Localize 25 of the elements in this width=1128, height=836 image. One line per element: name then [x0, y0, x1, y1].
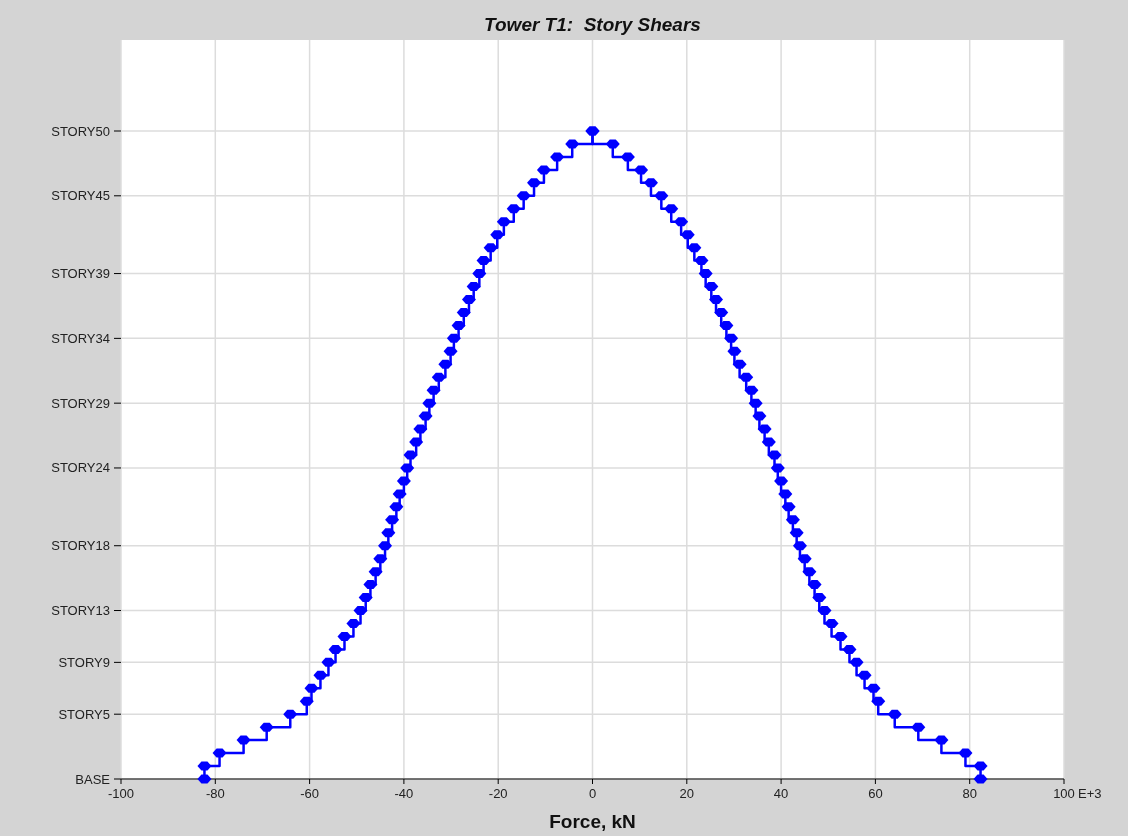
y-tick-label: STORY13 — [51, 603, 110, 619]
y-tick-label: STORY50 — [51, 123, 110, 139]
x-tick-label: -80 — [205, 786, 225, 801]
y-tick-label: STORY34 — [51, 330, 110, 346]
x-tick-label: -60 — [300, 786, 319, 801]
y-tick-label: STORY45 — [51, 188, 110, 204]
x-tick-label: 20 — [679, 786, 695, 801]
y-tick-label: STORY9 — [58, 654, 110, 670]
y-tick-label: STORY24 — [51, 460, 110, 476]
x-tick-label: 100 — [1053, 786, 1075, 801]
x-tick-label: 60 — [868, 786, 883, 801]
y-tick-label: BASE — [75, 771, 111, 787]
x-tick-label: 40 — [773, 786, 789, 801]
x-tick-label: -100 — [107, 786, 135, 801]
x-tick-label: 80 — [962, 786, 977, 801]
chart-title: Tower T1: Story Shears — [484, 14, 701, 35]
x-axis-title: Force, kN — [549, 811, 636, 832]
x-tick-label: -20 — [488, 786, 508, 801]
x-tick-label: 0 — [588, 786, 597, 801]
y-tick-label: STORY29 — [51, 395, 110, 411]
x-tick-label: -40 — [394, 786, 414, 801]
y-tick-label: STORY5 — [58, 706, 110, 722]
y-tick-label: STORY18 — [51, 538, 110, 554]
text: E+3 — [1078, 786, 1102, 801]
y-tick-label: STORY39 — [51, 266, 110, 282]
